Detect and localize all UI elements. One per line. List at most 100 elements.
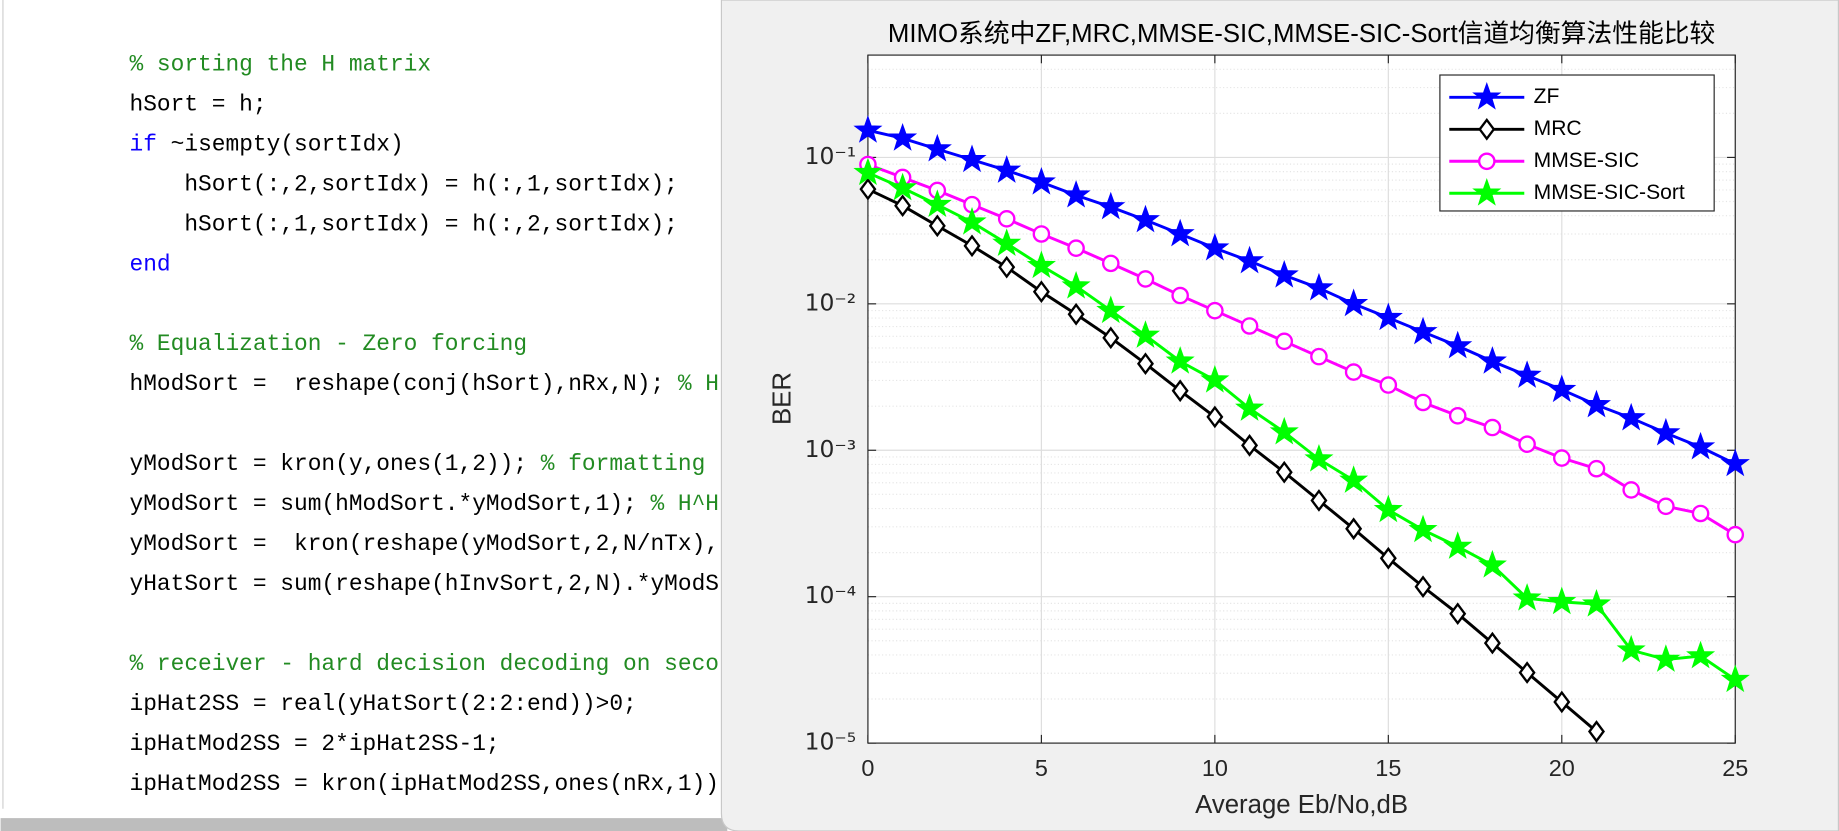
legend-marker — [1472, 82, 1502, 110]
marker — [1408, 514, 1438, 543]
marker — [1547, 374, 1577, 403]
code-token: end — [130, 251, 171, 277]
code-line: hSort(:,2,sortIdx) = h(:,1,sortIdx); — [130, 171, 678, 197]
marker — [1026, 167, 1056, 195]
marker — [1616, 634, 1646, 663]
marker — [1414, 393, 1432, 412]
code-line: % sorting the H matrix — [130, 51, 432, 77]
marker — [1061, 271, 1091, 299]
code-line: hSort(:,1,sortIdx) = h(:,2,sortIdx); — [130, 211, 678, 237]
y-tick-label: 10⁻³ — [805, 435, 857, 463]
marker — [1518, 661, 1536, 684]
marker — [1235, 245, 1265, 274]
marker — [1483, 631, 1501, 655]
x-tick-label: 15 — [1375, 755, 1401, 781]
marker — [1136, 352, 1154, 376]
legend-label: MRC — [1534, 117, 1582, 140]
series — [859, 155, 1745, 544]
marker — [1477, 346, 1507, 374]
marker — [888, 123, 918, 151]
marker — [1581, 389, 1611, 418]
code-token: yModSort = kron(y,ones(1,2)); — [130, 451, 541, 477]
marker — [1720, 448, 1750, 477]
code-line: hModSort = reshape(conj(hSort),nRx,N); %… — [130, 371, 719, 397]
code-line: % Equalization - Zero forcing — [130, 331, 528, 357]
marker — [1685, 431, 1716, 460]
marker — [1512, 360, 1542, 388]
marker — [853, 115, 883, 143]
marker — [1206, 301, 1224, 320]
marker — [1136, 270, 1155, 288]
marker — [1547, 586, 1577, 615]
code-token: % Equalization - Zero forcing — [130, 331, 528, 357]
marker — [992, 155, 1022, 183]
legend-label: ZF — [1534, 85, 1560, 108]
axes-box — [867, 54, 1736, 744]
marker — [1448, 406, 1467, 425]
code-token: ipHat2SS = real(yHatSort(2:2:end))>0; — [130, 691, 637, 717]
marker — [1310, 347, 1328, 366]
marker — [1651, 417, 1681, 446]
marker — [1304, 272, 1334, 301]
marker — [1587, 720, 1605, 743]
marker — [1032, 225, 1051, 243]
x-tick-label: 20 — [1549, 755, 1575, 781]
marker — [1165, 346, 1195, 374]
code-token: % H — [678, 371, 719, 397]
code-token: ipHatMod2SS = kron(ipHatMod2SS,ones(nRx,… — [130, 771, 719, 797]
marker — [1408, 316, 1438, 345]
marker — [1240, 317, 1259, 335]
code-token: % H^H — [650, 491, 719, 517]
marker — [1414, 575, 1432, 599]
code-editor[interactable]: % sorting the H matrix hSort = h; if ~isem… — [130, 51, 719, 796]
marker — [1651, 644, 1681, 672]
marker — [1691, 504, 1710, 523]
marker — [1235, 393, 1265, 421]
series-line — [867, 187, 1598, 733]
y-tick-label: 10⁻⁵ — [805, 728, 857, 756]
x-tick-label: 5 — [1035, 755, 1048, 781]
y-tick-label: 10⁻² — [805, 288, 857, 316]
marker — [1339, 288, 1369, 317]
marker — [957, 144, 987, 173]
code-line: yModSort = kron(reshape(yModSort,2,N/nTx… — [130, 531, 719, 557]
code-line: yHatSort = sum(reshape(hInvSort,2,N).*yM… — [130, 571, 719, 597]
marker — [1130, 204, 1160, 233]
marker — [1171, 286, 1189, 305]
marker — [859, 177, 877, 201]
code-token: yModSort = sum(hModSort.*yModSort,1); — [130, 491, 651, 517]
legend-marker — [1478, 117, 1496, 141]
y-axis-label: BER — [768, 372, 796, 425]
code-line: end — [130, 251, 171, 277]
marker — [853, 157, 883, 186]
marker — [922, 133, 952, 162]
code-line: yModSort = kron(y,ones(1,2)); % formatti… — [130, 451, 706, 477]
marker — [1553, 690, 1571, 714]
marker — [1130, 320, 1160, 348]
editor-scrollbar[interactable] — [0, 818, 728, 831]
marker — [1443, 330, 1473, 359]
marker — [998, 255, 1016, 279]
legend-marker — [1472, 178, 1502, 206]
code-line: if ~isempty(sortIdx) — [130, 131, 404, 157]
marker — [1206, 405, 1224, 429]
code-token: yHatSort = sum(reshape(hInvSort,2,N).*yM… — [130, 571, 719, 597]
marker — [1026, 250, 1056, 279]
code-token: % receiver - hard decision decoding on s… — [130, 651, 719, 677]
marker — [1379, 546, 1397, 570]
marker — [1339, 465, 1369, 493]
marker — [1067, 239, 1085, 257]
marker — [1622, 481, 1640, 499]
marker — [963, 234, 981, 258]
marker — [997, 209, 1016, 228]
marker — [1200, 232, 1230, 261]
marker — [1067, 302, 1085, 326]
code-token: ~isempty(sortIdx) — [157, 131, 404, 157]
marker — [992, 228, 1022, 256]
code-token: % formatting — [541, 451, 706, 477]
marker — [894, 194, 912, 218]
marker — [1726, 525, 1745, 544]
marker — [1096, 191, 1126, 220]
marker — [1379, 376, 1398, 394]
marker — [1477, 549, 1507, 578]
